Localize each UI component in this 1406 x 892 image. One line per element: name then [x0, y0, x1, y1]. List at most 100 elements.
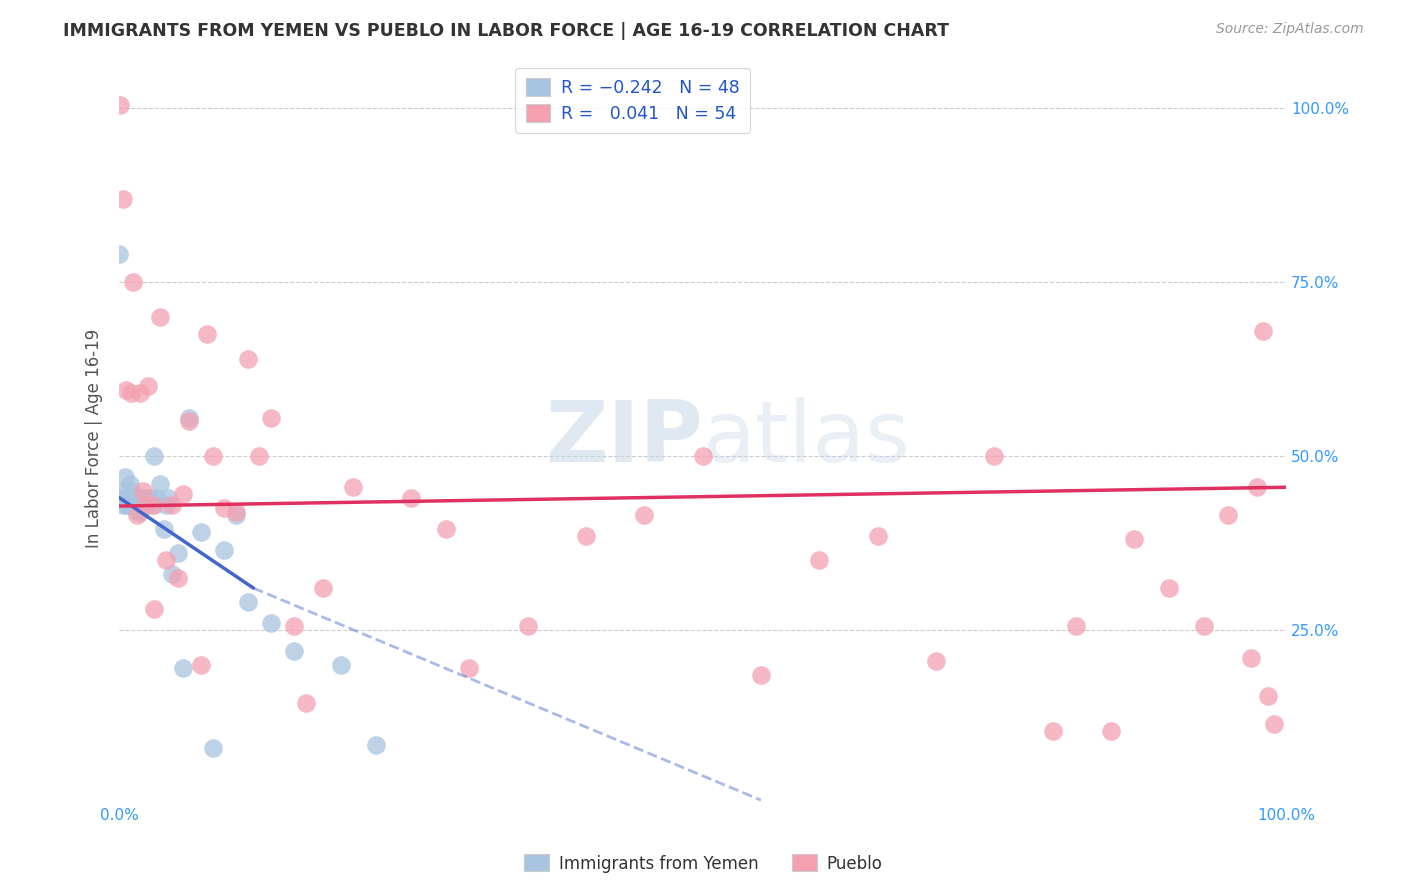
Point — [124, 491, 146, 505]
Point — [145, 491, 167, 505]
Point — [214, 542, 236, 557]
Point — [115, 491, 138, 505]
Point — [214, 501, 236, 516]
Point — [749, 668, 772, 682]
Point — [117, 498, 139, 512]
Point — [1159, 581, 1181, 595]
Point — [141, 498, 163, 512]
Point — [155, 553, 177, 567]
Point — [633, 508, 655, 522]
Point — [283, 619, 305, 633]
Point — [1042, 723, 1064, 738]
Point — [236, 595, 259, 609]
Point — [149, 310, 172, 324]
Point — [115, 498, 138, 512]
Point — [179, 410, 201, 425]
Point — [111, 498, 134, 512]
Point — [1123, 533, 1146, 547]
Point — [108, 247, 131, 261]
Point — [808, 553, 831, 567]
Point — [260, 615, 283, 630]
Point — [122, 498, 145, 512]
Point — [190, 525, 212, 540]
Point — [152, 522, 174, 536]
Point — [112, 491, 135, 505]
Point — [120, 498, 142, 512]
Point — [110, 483, 132, 498]
Point — [172, 661, 194, 675]
Point — [283, 643, 305, 657]
Point — [166, 546, 188, 560]
Point — [110, 98, 132, 112]
Point — [692, 449, 714, 463]
Point — [342, 480, 364, 494]
Point — [225, 505, 247, 519]
Point — [125, 508, 148, 522]
Text: ZIP: ZIP — [546, 397, 703, 480]
Point — [124, 491, 146, 505]
Point — [134, 498, 156, 512]
Point — [117, 491, 139, 505]
Point — [1194, 619, 1216, 633]
Point — [111, 192, 134, 206]
Point — [131, 498, 153, 512]
Point — [120, 491, 142, 505]
Point — [434, 522, 457, 536]
Point — [120, 386, 142, 401]
Point — [983, 449, 1005, 463]
Point — [201, 449, 224, 463]
Point — [138, 379, 160, 393]
Text: IMMIGRANTS FROM YEMEN VS PUEBLO IN LABOR FORCE | AGE 16-19 CORRELATION CHART: IMMIGRANTS FROM YEMEN VS PUEBLO IN LABOR… — [63, 22, 949, 40]
Point — [1263, 716, 1285, 731]
Point — [1257, 689, 1279, 703]
Point — [1064, 619, 1087, 633]
Point — [143, 602, 166, 616]
Point — [866, 529, 889, 543]
Point — [160, 567, 183, 582]
Point — [127, 505, 149, 519]
Point — [128, 498, 150, 512]
Point — [295, 696, 318, 710]
Point — [122, 275, 145, 289]
Text: atlas: atlas — [703, 397, 911, 480]
Point — [1099, 723, 1122, 738]
Point — [1240, 650, 1263, 665]
Point — [160, 498, 183, 512]
Legend: Immigrants from Yemen, Pueblo: Immigrants from Yemen, Pueblo — [517, 847, 889, 880]
Point — [364, 738, 387, 752]
Point — [195, 327, 218, 342]
Point — [132, 491, 155, 505]
Y-axis label: In Labor Force | Age 16-19: In Labor Force | Age 16-19 — [86, 329, 103, 549]
Point — [114, 470, 136, 484]
Point — [190, 657, 212, 672]
Point — [399, 491, 422, 505]
Point — [1216, 508, 1239, 522]
Point — [201, 741, 224, 756]
Point — [121, 483, 143, 498]
Point — [575, 529, 598, 543]
Text: Source: ZipAtlas.com: Source: ZipAtlas.com — [1216, 22, 1364, 37]
Point — [225, 508, 247, 522]
Point — [110, 491, 132, 505]
Point — [236, 351, 259, 366]
Point — [143, 498, 166, 512]
Point — [138, 491, 160, 505]
Point — [179, 414, 201, 428]
Point — [131, 494, 153, 508]
Point — [138, 491, 160, 505]
Point — [125, 491, 148, 505]
Point — [166, 571, 188, 585]
Point — [135, 498, 157, 512]
Point — [143, 449, 166, 463]
Point — [115, 383, 138, 397]
Point — [149, 476, 172, 491]
Point — [155, 498, 177, 512]
Point — [118, 476, 141, 491]
Point — [260, 410, 283, 425]
Point — [131, 483, 153, 498]
Point — [247, 449, 270, 463]
Point — [129, 386, 152, 401]
Point — [925, 654, 948, 668]
Point — [1246, 480, 1268, 494]
Legend: R = −0.242   N = 48, R =   0.041   N = 54: R = −0.242 N = 48, R = 0.041 N = 54 — [516, 68, 749, 133]
